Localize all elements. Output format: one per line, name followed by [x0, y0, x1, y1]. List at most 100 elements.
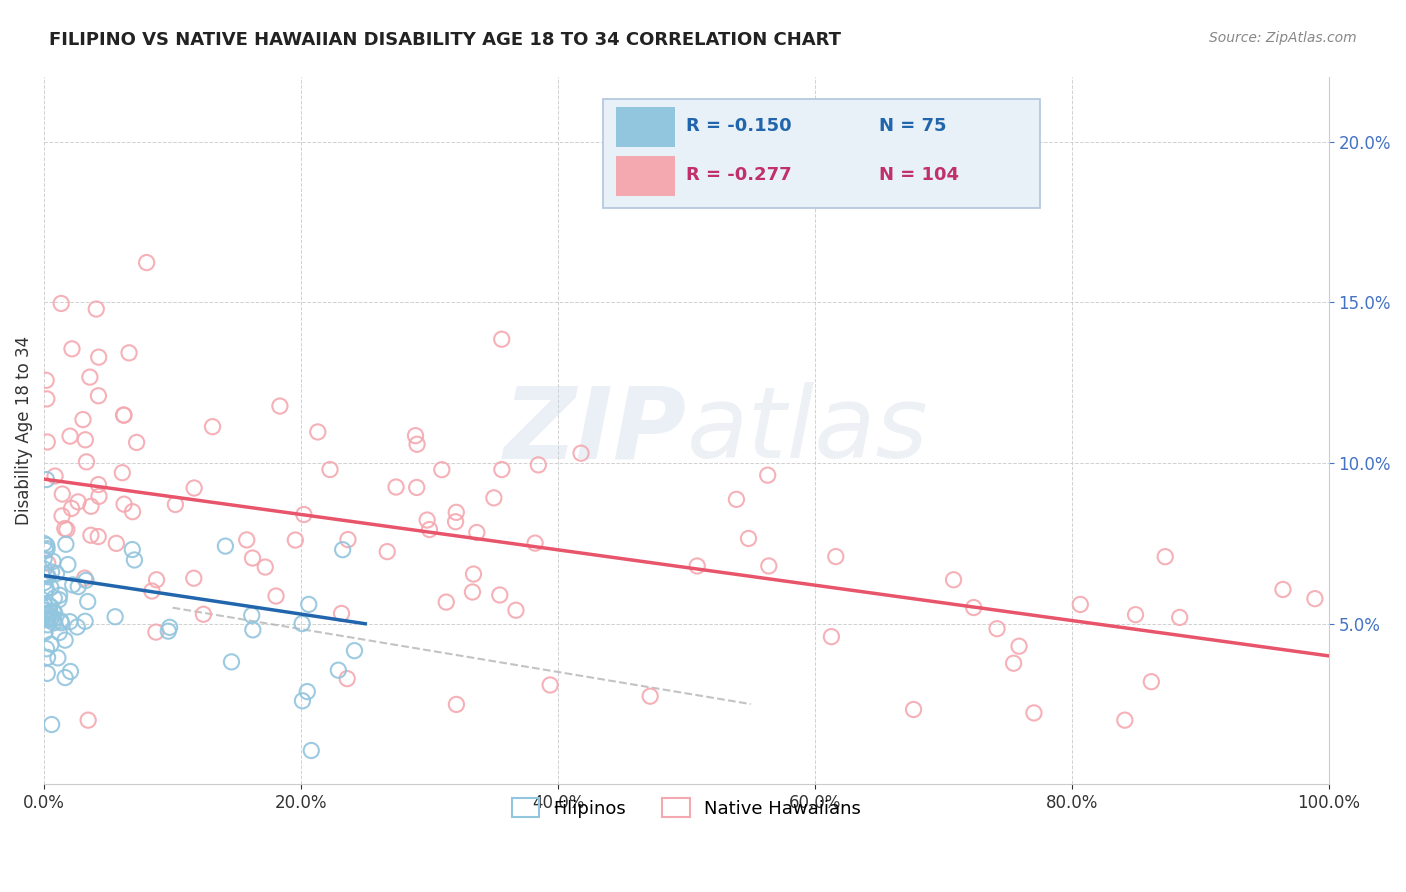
- Text: Source: ZipAtlas.com: Source: ZipAtlas.com: [1209, 31, 1357, 45]
- Point: [242, 551, 264, 566]
- Point: [44, 469, 66, 483]
- Point: [32, 552, 55, 566]
- Point: [1140, 674, 1163, 689]
- Point: [59, 615, 82, 629]
- Point: [51, 487, 73, 501]
- Point: [60, 342, 83, 356]
- Point: [35, 543, 58, 558]
- Text: FILIPINO VS NATIVE HAWAIIAN DISABILITY AGE 18 TO 34 CORRELATION CHART: FILIPINO VS NATIVE HAWAIIAN DISABILITY A…: [49, 31, 841, 49]
- Point: [491, 332, 513, 346]
- Point: [41, 609, 63, 624]
- Point: [405, 428, 427, 442]
- Point: [725, 492, 748, 507]
- Point: [34, 583, 56, 598]
- Point: [51, 296, 73, 310]
- Point: [446, 505, 468, 519]
- Point: [135, 255, 157, 269]
- Point: [756, 468, 779, 483]
- Point: [328, 663, 350, 677]
- Point: [32, 536, 55, 550]
- Point: [42, 554, 65, 568]
- Point: [112, 408, 135, 422]
- Point: [406, 437, 429, 451]
- Point: [51, 615, 73, 630]
- Point: [48, 592, 70, 607]
- Point: [51, 508, 73, 523]
- Text: N = 104: N = 104: [879, 166, 959, 184]
- Point: [77, 713, 100, 727]
- Point: [35, 392, 58, 406]
- Point: [37, 607, 59, 622]
- Point: [67, 495, 90, 509]
- Point: [38, 606, 60, 620]
- Point: [1069, 598, 1091, 612]
- Point: [35, 607, 58, 621]
- Point: [336, 672, 359, 686]
- Point: [240, 608, 263, 623]
- Point: [34, 603, 56, 617]
- Text: R = -0.277: R = -0.277: [686, 166, 792, 184]
- Point: [221, 655, 243, 669]
- Point: [465, 525, 488, 540]
- Point: [67, 580, 90, 594]
- Point: [343, 643, 366, 657]
- Point: [121, 505, 143, 519]
- Text: R = -0.150: R = -0.150: [686, 117, 792, 135]
- Point: [44, 591, 66, 605]
- Point: [299, 743, 322, 757]
- Point: [35, 538, 58, 552]
- Point: [269, 399, 291, 413]
- Point: [118, 346, 141, 360]
- Point: [524, 536, 547, 550]
- Point: [1022, 706, 1045, 720]
- Point: [193, 607, 215, 622]
- Point: [66, 620, 89, 634]
- Text: N = 75: N = 75: [879, 117, 946, 135]
- Point: [446, 698, 468, 712]
- Point: [145, 625, 167, 640]
- Point: [59, 429, 82, 443]
- Point: [48, 588, 70, 602]
- Point: [37, 613, 59, 627]
- Point: [39, 581, 62, 595]
- Point: [183, 571, 205, 585]
- Point: [242, 623, 264, 637]
- Point: [34, 598, 56, 612]
- Point: [59, 665, 82, 679]
- Point: [72, 412, 94, 426]
- Point: [87, 477, 110, 491]
- Point: [491, 462, 513, 476]
- Point: [405, 480, 427, 494]
- Point: [35, 373, 58, 387]
- Point: [385, 480, 408, 494]
- Point: [903, 702, 925, 716]
- Point: [538, 678, 561, 692]
- Point: [37, 541, 59, 556]
- Point: [963, 600, 986, 615]
- Text: ZIP: ZIP: [503, 383, 686, 479]
- Point: [214, 539, 236, 553]
- Point: [53, 633, 76, 648]
- Point: [87, 489, 110, 503]
- Point: [737, 532, 759, 546]
- Point: [48, 625, 70, 640]
- Point: [124, 553, 146, 567]
- Point: [87, 389, 110, 403]
- Point: [56, 558, 79, 572]
- Point: [79, 370, 101, 384]
- Point: [76, 455, 98, 469]
- Point: [686, 559, 709, 574]
- Point: [482, 491, 505, 505]
- FancyBboxPatch shape: [616, 156, 675, 195]
- Point: [75, 433, 97, 447]
- Point: [1154, 549, 1177, 564]
- Point: [34, 562, 56, 576]
- Point: [1125, 607, 1147, 622]
- Point: [112, 408, 135, 422]
- Point: [37, 607, 59, 621]
- Point: [111, 466, 134, 480]
- Point: [1271, 582, 1294, 597]
- Point: [62, 578, 84, 592]
- Point: [44, 606, 66, 620]
- Point: [46, 651, 69, 665]
